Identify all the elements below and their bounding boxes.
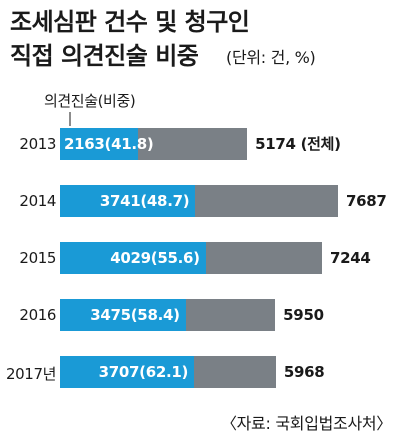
bar-total-label: 5968	[283, 363, 325, 381]
year-label: 2016	[19, 306, 56, 324]
year-label: 2015	[19, 249, 56, 267]
bar-total-label: 5174 (전체)	[255, 135, 341, 153]
bar-opinion-label: 3475(58.4)	[90, 306, 180, 324]
chart-title-line1: 조세심판 건수 및 청구인	[10, 8, 250, 36]
year-label: 2017년	[6, 365, 56, 383]
year-label: 2014	[19, 192, 56, 210]
unit-label: (단위: 건, %)	[226, 48, 316, 67]
source-note: 〈자료: 국회입법조사처〉	[220, 414, 392, 433]
bar-opinion-label: 3741(48.7)	[99, 192, 190, 210]
bar-total-label: 7687	[346, 192, 387, 210]
bar-total-label: 5950	[283, 306, 324, 324]
year-label: 2013	[19, 135, 56, 153]
bar-opinion	[60, 299, 186, 331]
bar-opinion	[60, 242, 206, 274]
bar-opinion-label: 2163(41.8)	[64, 135, 154, 153]
bar-opinion-label: 4029(55.6)	[110, 249, 200, 267]
bar-total-label: 7244	[329, 249, 371, 267]
bar-opinion	[60, 356, 195, 388]
bar-opinion	[60, 128, 139, 160]
bar-opinion	[60, 185, 196, 217]
bar-opinion-label: 3707(62.1)	[98, 363, 189, 381]
series-callout-label: 의견진술(비중)	[44, 92, 136, 110]
chart-title-line2: 직접 의견진술 비중	[10, 42, 199, 70]
